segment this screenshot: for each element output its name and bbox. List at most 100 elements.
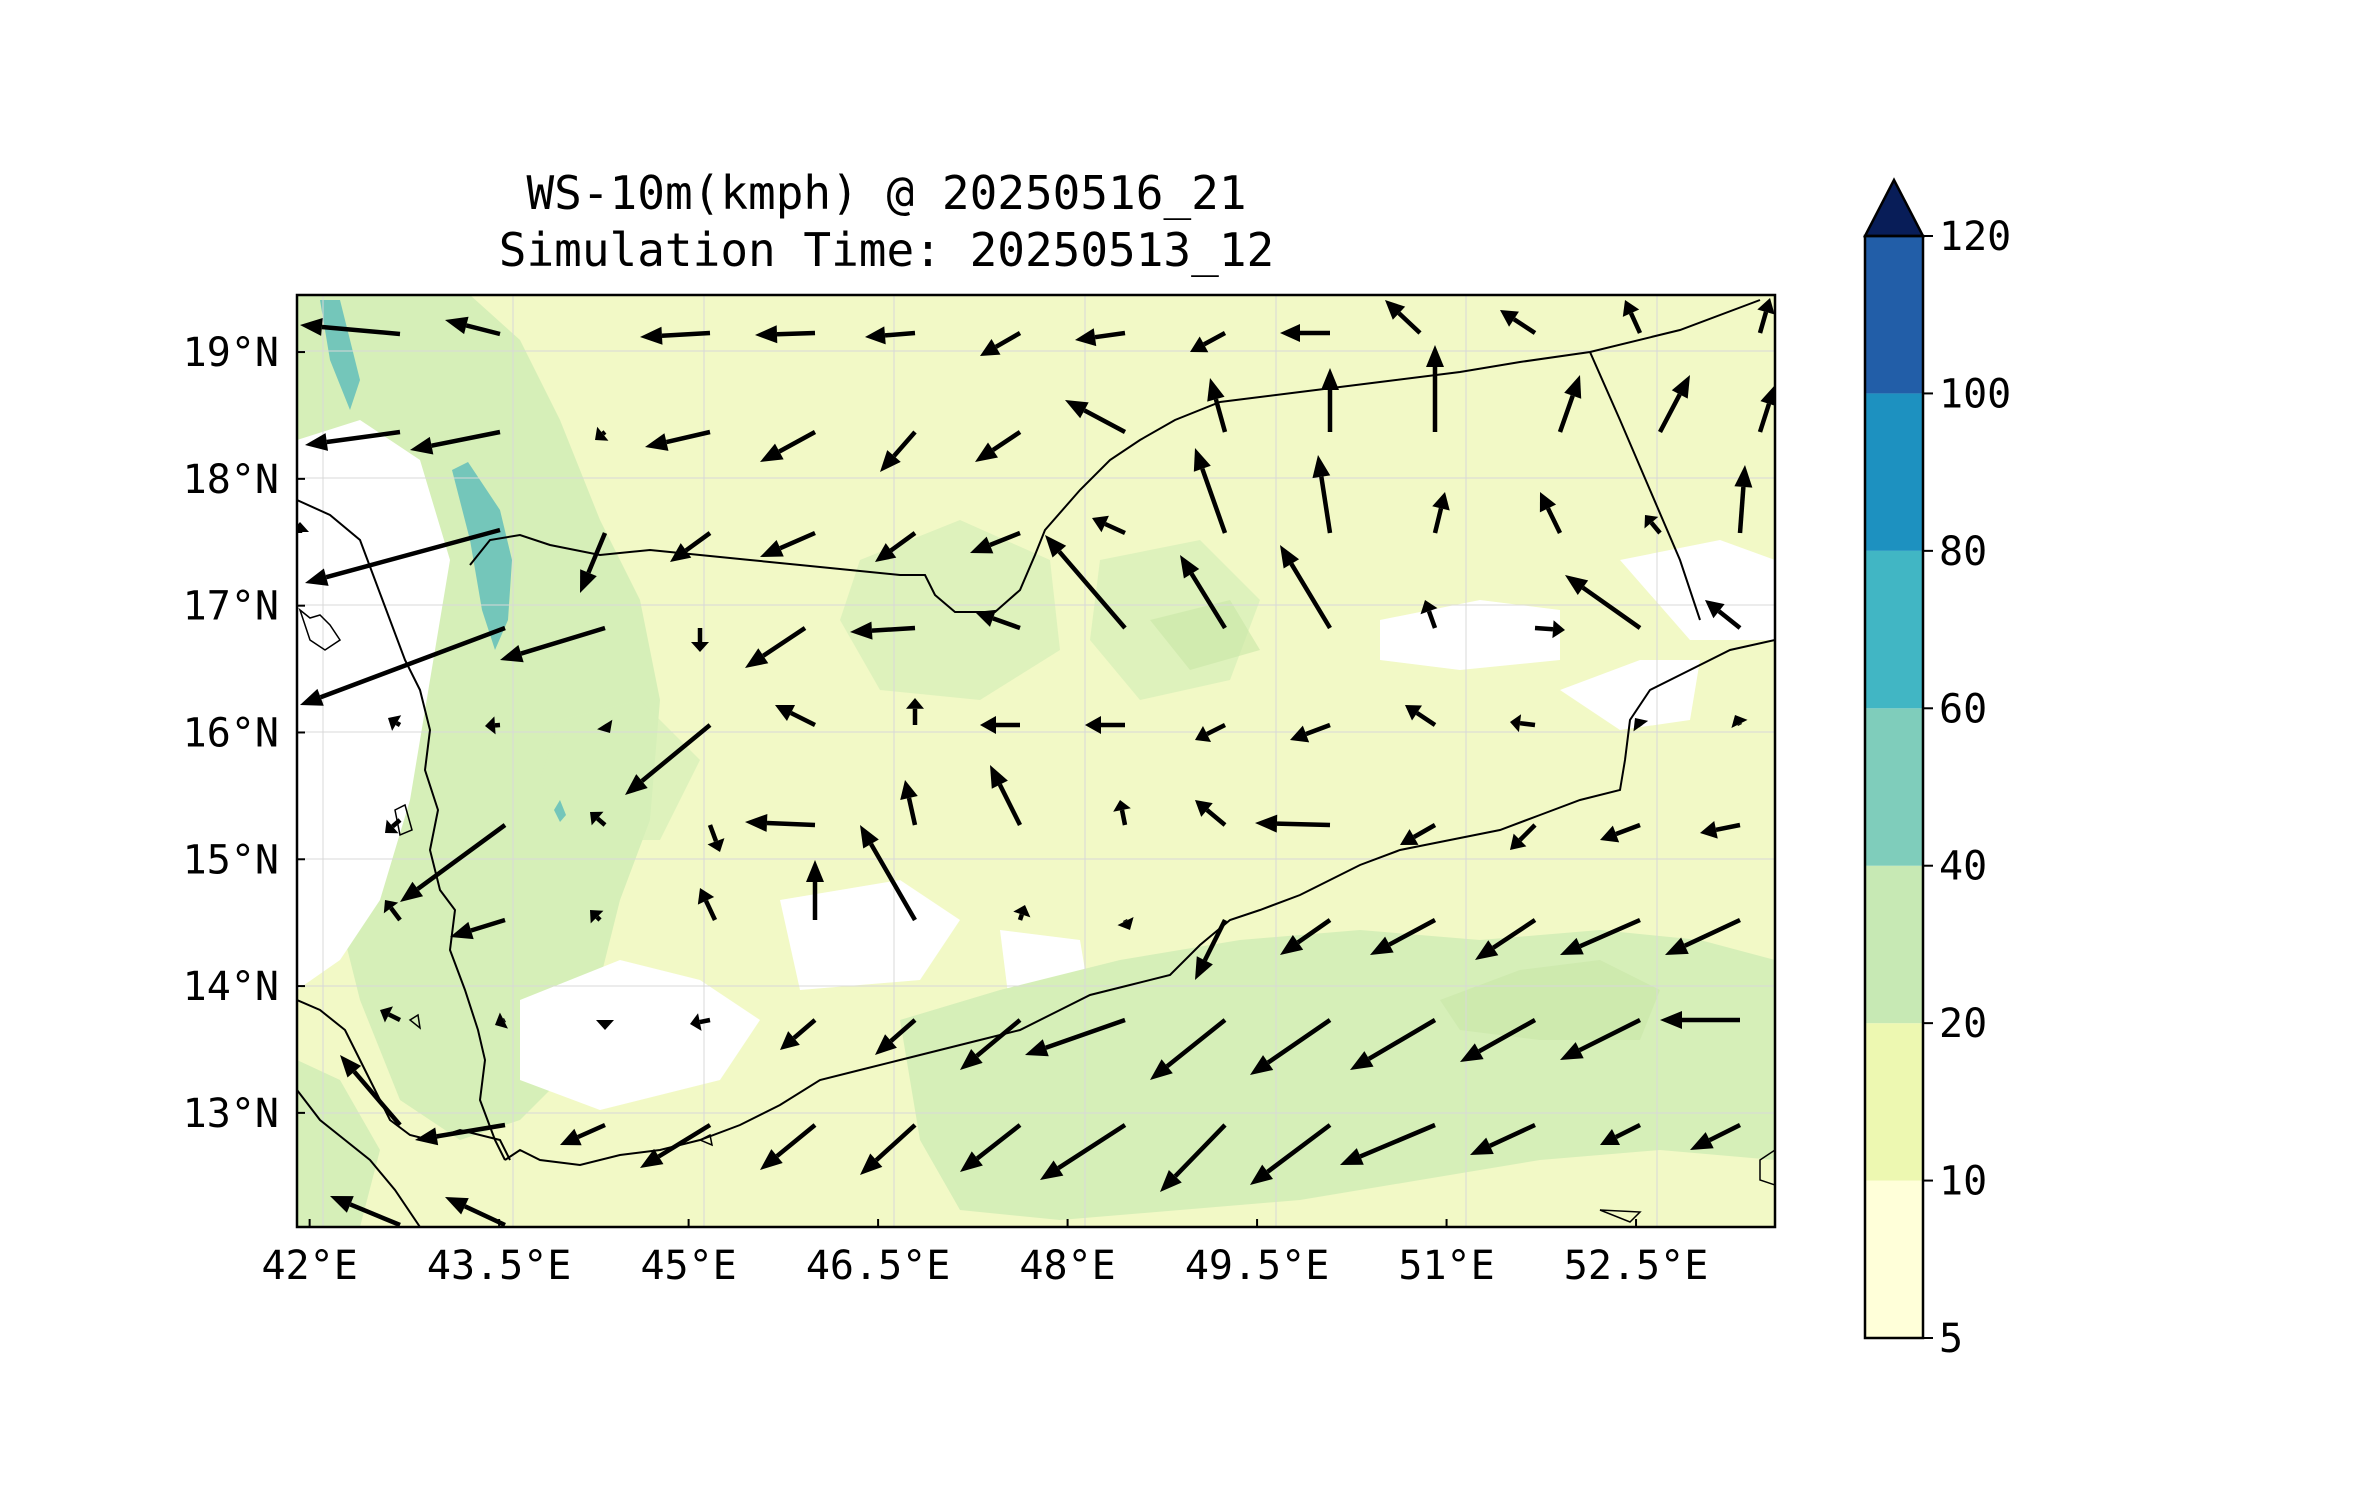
wind-arrow <box>596 1020 614 1030</box>
wind-arrow <box>1085 716 1125 734</box>
wind-arrow <box>1040 1123 1127 1180</box>
wind-arrow <box>1255 814 1331 833</box>
wind-arrow <box>590 910 604 924</box>
x-tick-label: 42°E <box>261 1243 357 1289</box>
wind-arrow <box>1280 545 1332 630</box>
x-tick-label: 46.5°E <box>806 1243 951 1289</box>
wind-arrow <box>383 900 402 922</box>
wind-arrow <box>1195 918 1228 980</box>
wind-arrow <box>645 429 711 451</box>
wind-arrow <box>806 860 824 920</box>
wind-arrow <box>305 429 401 451</box>
y-tick-label: 18°N <box>183 457 279 503</box>
wind-arrow <box>1312 455 1333 534</box>
colorbar-segment <box>1865 550 1923 709</box>
wind-arrow <box>1557 375 1582 433</box>
colorbar-tick-label: 40 <box>1939 844 1987 890</box>
wind-arrow <box>1250 1018 1332 1075</box>
wind-arrow <box>380 1006 402 1023</box>
wind-arrow <box>580 532 608 593</box>
wind-arrow <box>1565 575 1642 630</box>
wind-arrow <box>690 1013 711 1031</box>
wind-arrow <box>970 530 1021 554</box>
wind-arrow <box>1150 1018 1227 1080</box>
wind-arrow <box>590 811 607 827</box>
wind-arrow <box>697 888 718 921</box>
wind-arrow <box>1340 1122 1436 1165</box>
wind-arrow <box>1500 310 1537 335</box>
wind-arrow <box>1195 800 1227 827</box>
wind-arrow <box>865 326 916 345</box>
wind-arrow <box>1426 345 1444 432</box>
wind-arrow <box>1025 1017 1126 1057</box>
wind-arrow <box>1160 1123 1227 1192</box>
wind-arrow <box>1560 917 1641 955</box>
colorbar-tick-label: 10 <box>1939 1159 1987 1205</box>
wind-arrow <box>900 780 918 826</box>
wind-arrow <box>745 626 807 668</box>
wind-arrow <box>745 813 816 832</box>
colorbar-segment <box>1865 1023 1923 1181</box>
wind-arrow <box>1432 492 1450 534</box>
wind-arrow <box>1622 300 1643 334</box>
colorbar-segment <box>1865 865 1923 1024</box>
wind-arrow <box>780 1018 817 1050</box>
wind-arrow <box>980 331 1022 356</box>
wind-arrow <box>400 823 507 902</box>
islands <box>298 607 1775 1223</box>
wind-arrow <box>340 1055 402 1127</box>
wind-arrow <box>388 715 402 731</box>
y-tick-label: 14°N <box>183 964 279 1010</box>
wind-arrow <box>1092 515 1126 536</box>
colorbar-segment <box>1865 1180 1923 1338</box>
wind-arrow <box>1700 820 1741 839</box>
wind-arrow <box>385 818 402 834</box>
wind-arrow <box>595 426 609 441</box>
wind-arrow <box>625 723 712 795</box>
wind-arrow <box>1690 1122 1742 1150</box>
wind-arrow <box>1660 1011 1740 1029</box>
wind-arrow <box>1757 385 1775 433</box>
y-tick-label: 17°N <box>183 584 279 630</box>
wind-arrow <box>990 765 1023 827</box>
colorbar-tick-label: 80 <box>1939 529 1987 575</box>
wind-arrow <box>300 318 401 337</box>
colorbar-tick-label: 5 <box>1939 1316 1963 1362</box>
wind-arrow <box>485 716 501 735</box>
y-tick-label: 19°N <box>183 330 279 376</box>
wind-arrow <box>760 1123 817 1170</box>
wind-arrow <box>860 825 917 922</box>
colorbar-frame <box>1863 234 1925 1340</box>
wind-arrow <box>330 1196 401 1227</box>
wind-arrow <box>1420 600 1438 629</box>
wind-arrow <box>850 621 916 640</box>
map-subtitle: Simulation Time: 20250513_12 <box>498 223 1275 277</box>
colorbar-segment <box>1865 236 1923 394</box>
wind-arrow <box>960 1018 1022 1070</box>
gridlines <box>297 295 1775 1227</box>
wind-arrow <box>1250 1123 1332 1185</box>
wind-arrow <box>875 531 917 562</box>
wind-arrow <box>1470 1122 1536 1155</box>
wind-arrow <box>691 628 709 652</box>
wind-arrow <box>1117 917 1134 930</box>
wind-arrow <box>1190 331 1227 353</box>
map-frame <box>295 293 1777 1229</box>
wind-arrow <box>975 609 1021 631</box>
wind-arrow <box>640 326 711 345</box>
wind-arrow <box>880 430 917 472</box>
wind-arrow <box>1045 535 1127 630</box>
wind-arrow <box>775 704 817 728</box>
wind-arrow <box>1633 718 1649 732</box>
wind-arrow <box>755 325 816 344</box>
x-tick-label: 45°E <box>640 1243 736 1289</box>
wind-arrow <box>1475 918 1537 960</box>
wind-arrow <box>1075 328 1126 347</box>
wind-arrow <box>450 917 506 940</box>
wind-speed-shading <box>297 295 1775 1227</box>
wind-arrow <box>980 716 1020 734</box>
wind-arrow <box>495 1012 508 1029</box>
wind-arrow <box>305 527 501 586</box>
wind-arrow <box>975 430 1022 462</box>
